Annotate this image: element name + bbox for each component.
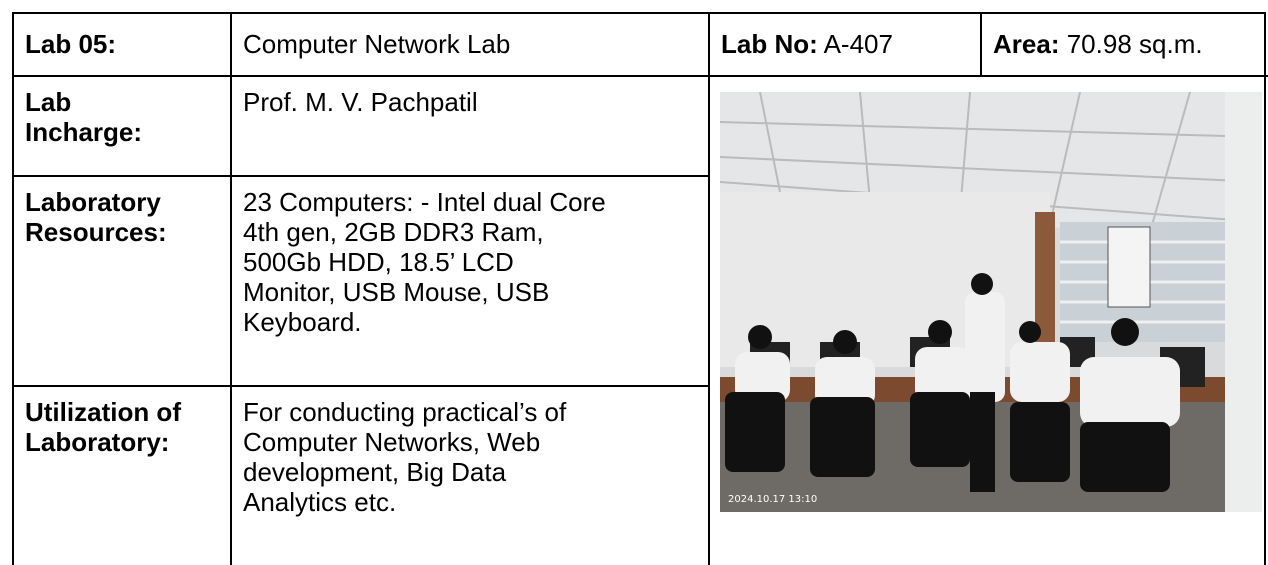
lab-no-label: Lab No:: [721, 29, 818, 59]
area: 70.98 sq.m.: [1066, 29, 1203, 59]
label-line: Lab: [25, 87, 72, 117]
lab-no: A-407: [823, 29, 893, 59]
value-line: For conducting practical’s of: [243, 397, 567, 427]
value-line: development, Big Data: [243, 457, 507, 487]
lab-photo: 2024.10.17 13:10: [720, 92, 1262, 512]
label-cell: Utilization of Laboratory:: [12, 385, 230, 565]
value-line: Analytics etc.: [243, 487, 397, 517]
value-cell: 23 Computers: - Intel dual Core 4th gen, …: [230, 175, 708, 385]
header-cell: Computer Network Lab: [230, 12, 708, 75]
value-line: 500Gb HDD, 18.5’ LCD: [243, 247, 514, 277]
value-line: 23 Computers: - Intel dual Core: [243, 187, 606, 217]
label-line: Laboratory:: [25, 427, 170, 457]
photo-timestamp: 2024.10.17 13:10: [728, 494, 817, 505]
rule: [12, 75, 1268, 77]
label-line: Laboratory: [25, 187, 161, 217]
header-cell: Lab No: A-407: [708, 12, 980, 75]
label-line: Resources:: [25, 217, 167, 247]
label-cell: Lab Incharge:: [12, 75, 230, 175]
value-line: 4th gen, 2GB DDR3 Ram,: [243, 217, 544, 247]
lab-title: Lab 05:: [25, 29, 117, 59]
value-line: Keyboard.: [243, 307, 362, 337]
label-line: Utilization of: [25, 397, 181, 427]
value-line: Prof. M. V. Pachpatil: [243, 87, 478, 117]
lab-name: Computer Network Lab: [243, 29, 511, 59]
header-cell: Lab 05:: [12, 12, 230, 75]
area-label: Area:: [993, 29, 1060, 59]
value-cell: Prof. M. V. Pachpatil: [230, 75, 708, 175]
value-cell: For conducting practical’s of Computer Ne…: [230, 385, 708, 565]
label-cell: Laboratory Resources:: [12, 175, 230, 385]
header-cell: Area: 70.98 sq.m.: [980, 12, 1266, 75]
value-line: Computer Networks, Web: [243, 427, 541, 457]
label-line: Incharge:: [25, 117, 143, 147]
value-line: Monitor, USB Mouse, USB: [243, 277, 550, 307]
